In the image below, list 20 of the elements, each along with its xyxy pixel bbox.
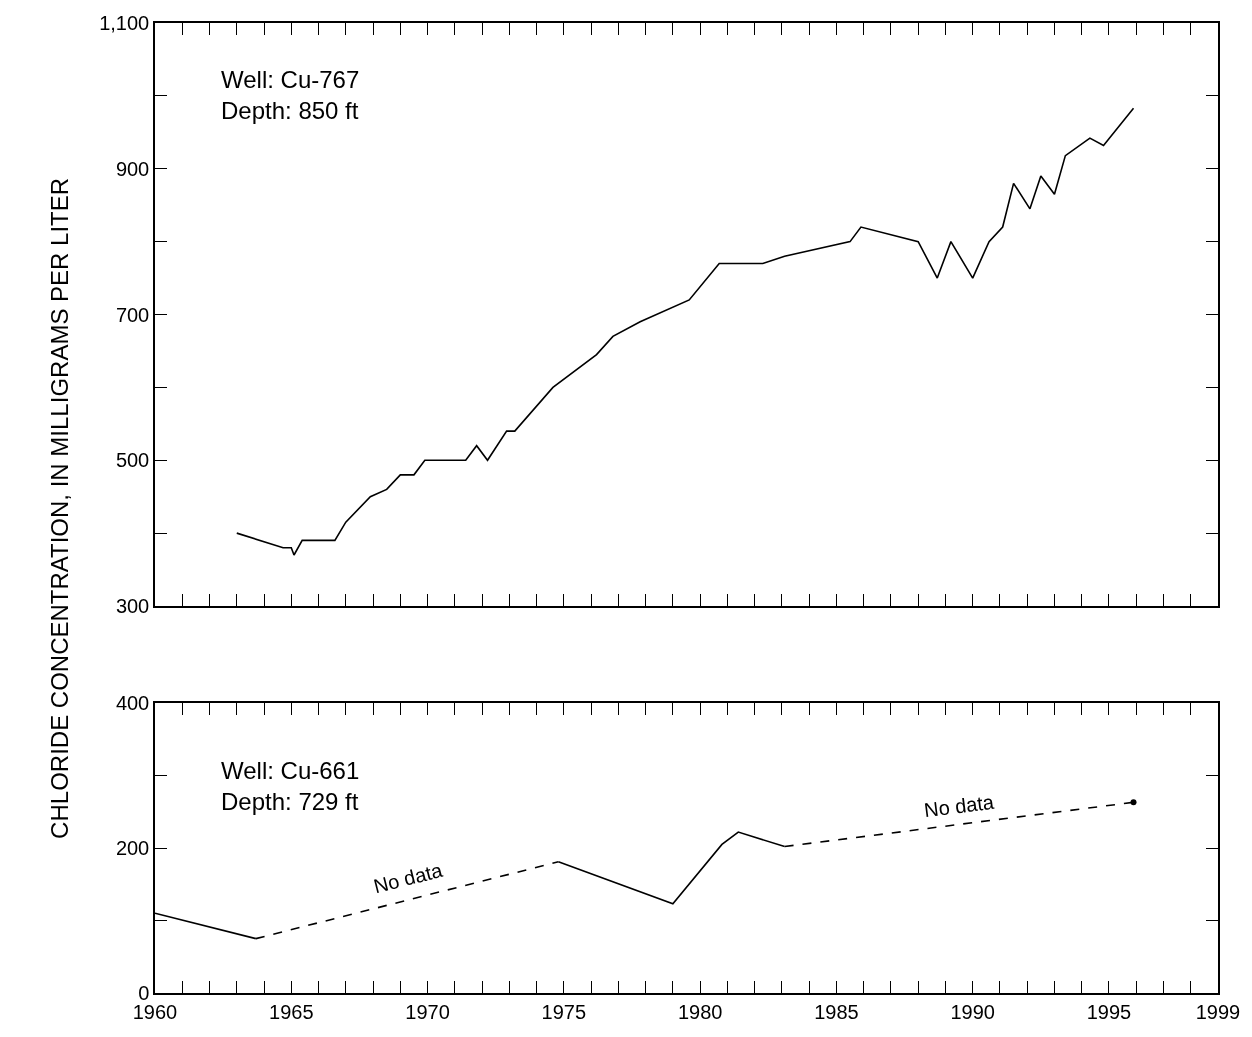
y-axis-title: CHLORIDE CONCENTRATION, IN MILLIGRAMS PER LITER [45,177,73,839]
y-tick-label: 700 [115,303,150,326]
annotation: Well: Cu-661 Depth: 729 ft [221,757,360,816]
y-tick-label: 1,100 [99,12,150,34]
x-tick-label: 1995 [1086,1000,1132,1023]
annotation: No data [922,790,996,822]
x-tick-label: 1975 [541,1000,587,1023]
y-tick-label: 300 [115,595,150,617]
x-tick-label: 1980 [677,1000,723,1023]
annotation: No data [371,858,446,898]
y-tick-label: 200 [115,837,150,859]
x-tick-label: 1990 [950,1000,995,1023]
y-tick-label: 900 [115,157,150,180]
annotation: Well: Cu-767 Depth: 850 ft [221,66,360,125]
y-tick-label: 400 [115,692,150,714]
x-tick-label: 1970 [405,1000,450,1023]
x-tick-label: 1999 [1195,1000,1241,1023]
x-tick-label: 1985 [814,1000,859,1023]
x-tick-label: 1965 [269,1000,314,1023]
y-tick-label: 500 [115,449,150,472]
